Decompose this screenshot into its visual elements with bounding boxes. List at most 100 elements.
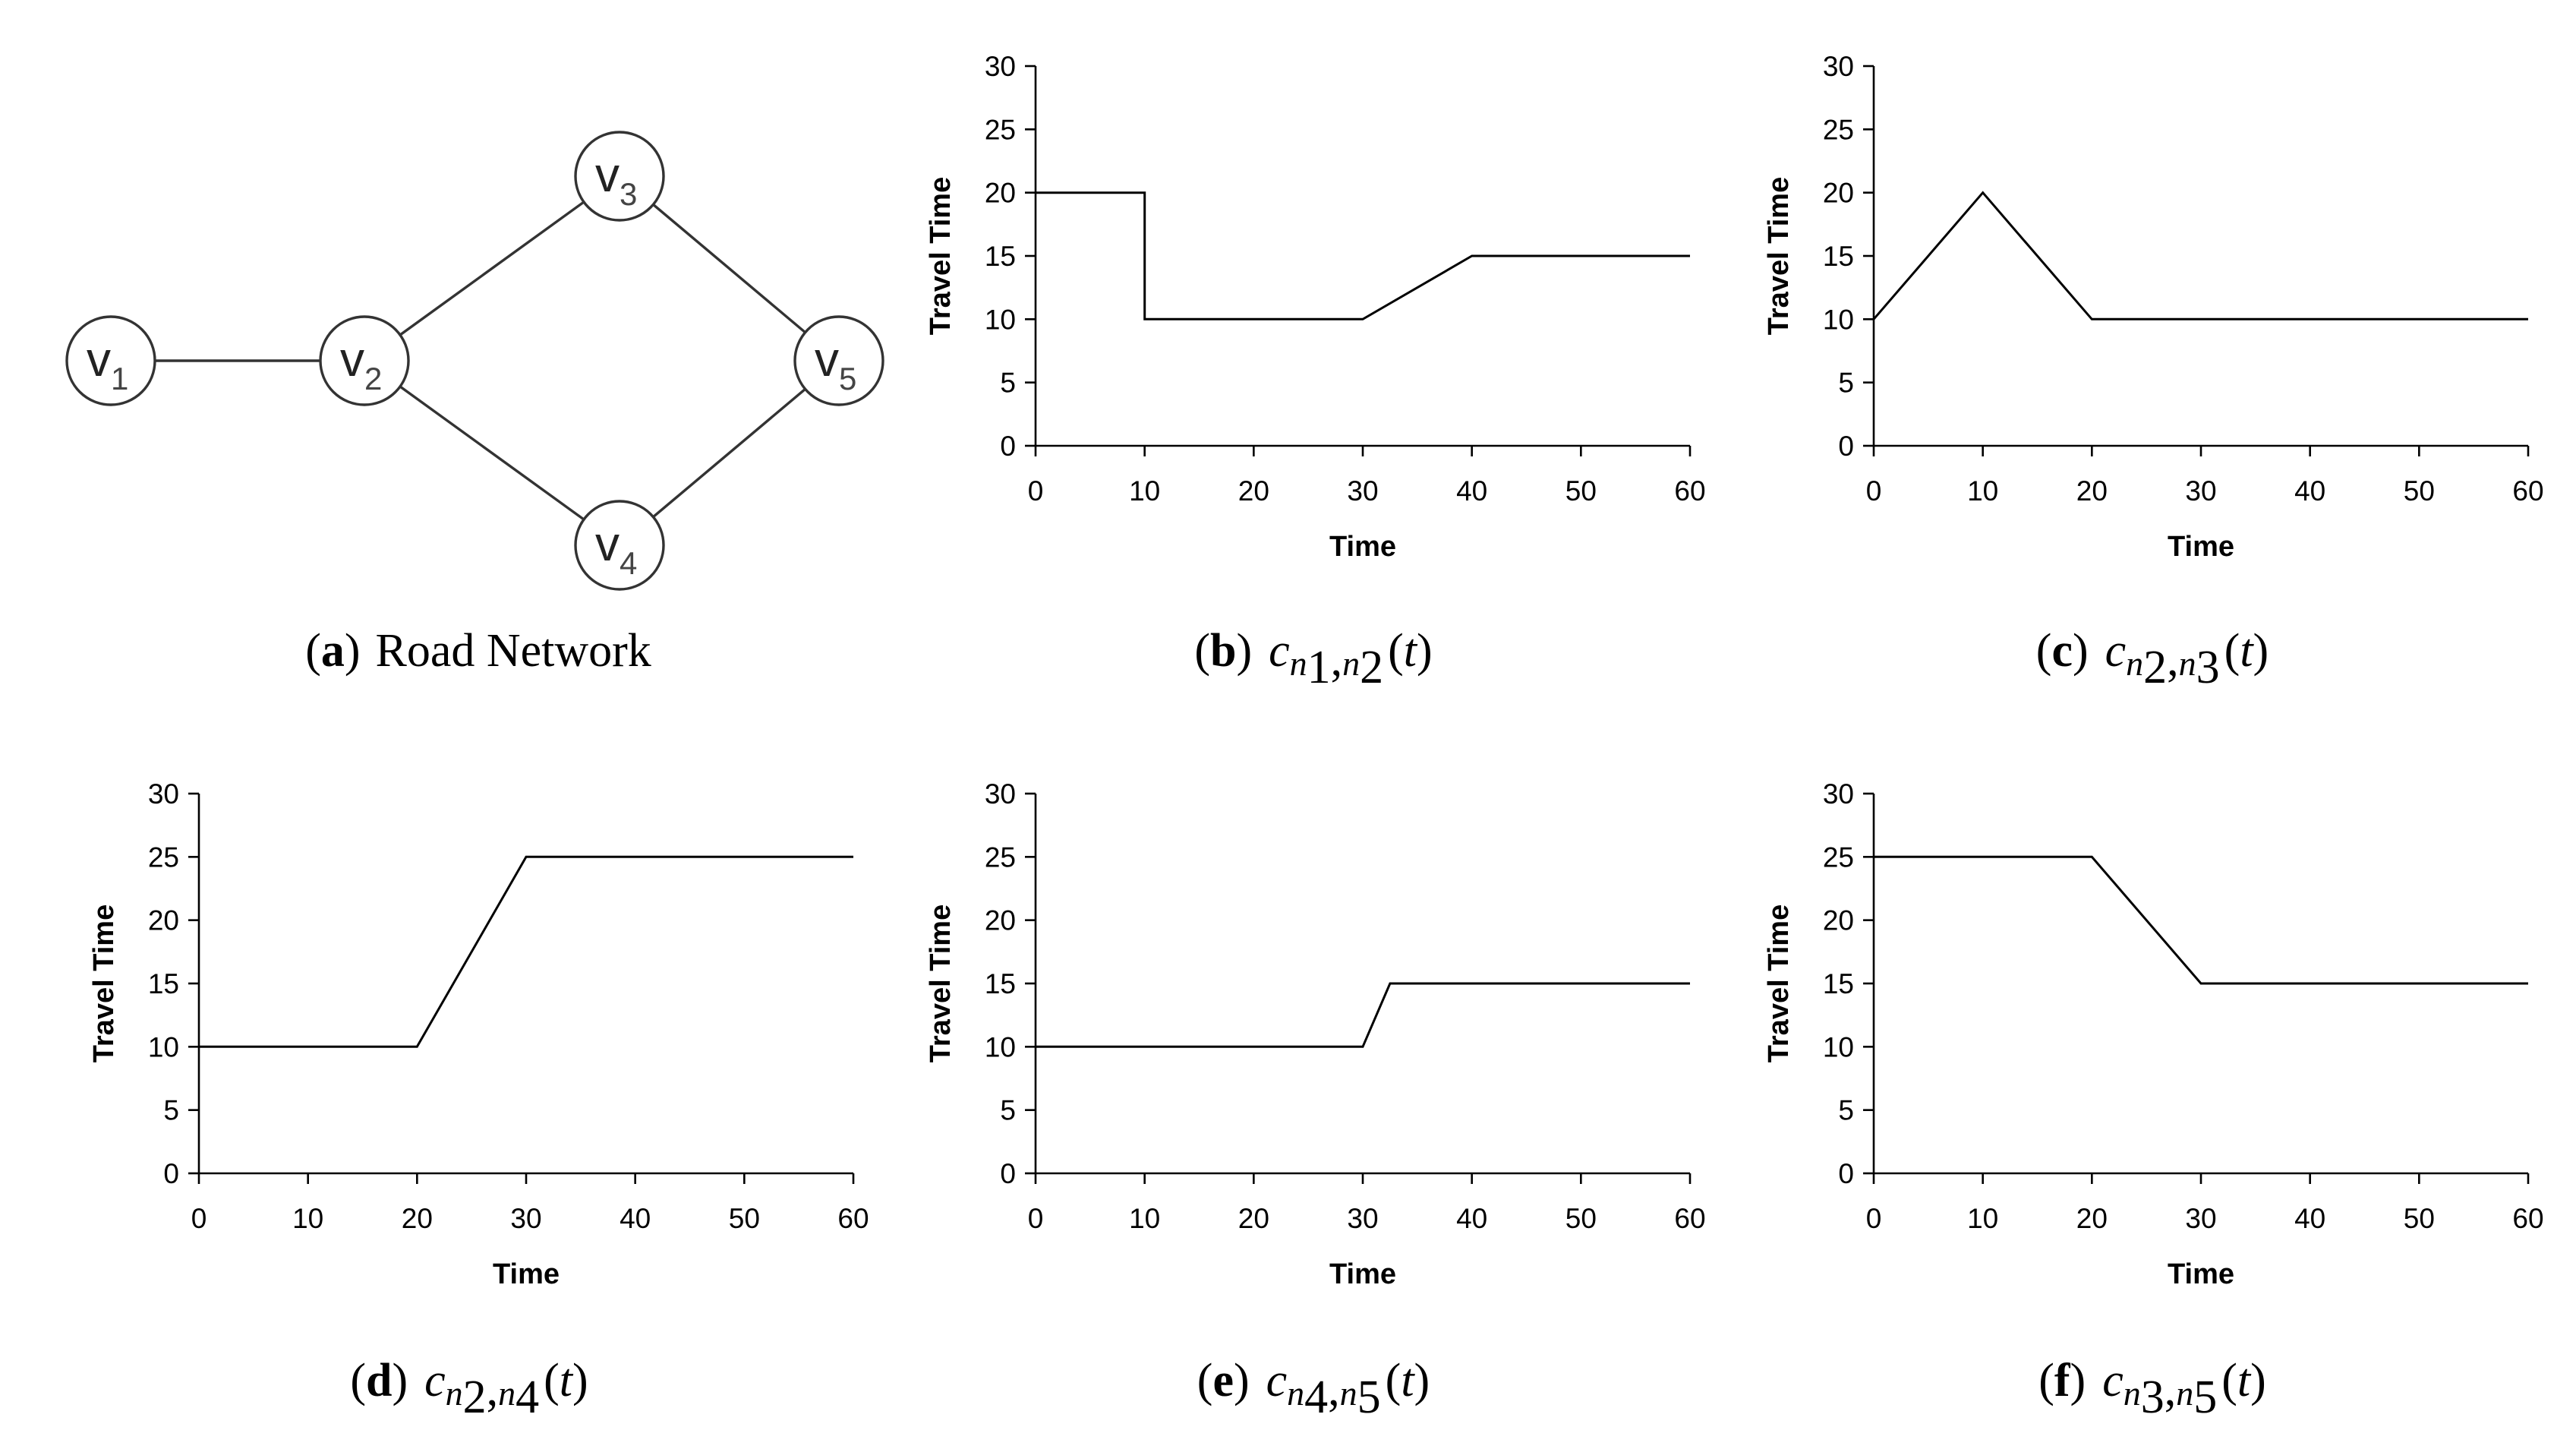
chart-d: 0 5 10 15 20 25 30 0 10 20 30 40 50 60 Time Travel Time bbox=[88, 778, 869, 1290]
y-tick-label: 20 bbox=[985, 178, 1016, 209]
y-tick-label: 10 bbox=[985, 1031, 1016, 1062]
caption-paren: ) bbox=[2250, 1355, 2266, 1406]
x-tick-label: 60 bbox=[837, 1203, 869, 1234]
caption-argument: t bbox=[1401, 1355, 1415, 1406]
y-tick-label: 25 bbox=[1823, 114, 1854, 145]
caption-function: c bbox=[1266, 1355, 1288, 1406]
chart-c: 0 5 10 15 20 25 30 0 10 20 30 40 50 60 Time Travel Time bbox=[1763, 51, 2544, 563]
caption-subsubscript: 4 bbox=[1304, 1372, 1328, 1423]
node-label: v4 bbox=[595, 516, 637, 581]
caption-comma: , bbox=[1331, 634, 1343, 686]
chart-e: 0 5 10 15 20 25 30 0 10 20 30 40 50 60 Time Travel Time bbox=[925, 778, 1706, 1290]
caption-function: c bbox=[2105, 625, 2127, 677]
caption-letter: d bbox=[366, 1355, 392, 1406]
x-tick-label: 40 bbox=[2294, 475, 2325, 507]
x-tick-label: 40 bbox=[2294, 1203, 2325, 1234]
caption-paren: ) bbox=[1414, 1355, 1430, 1406]
x-tick-label: 30 bbox=[2185, 1203, 2216, 1234]
panel-captions: (a) Road Network (b) cn1,n2(t) (c) cn2,n3(t)(… bbox=[305, 625, 2269, 1423]
caption-function: c bbox=[424, 1355, 446, 1406]
caption-argument: t bbox=[1404, 625, 1418, 677]
chart-f: 0 5 10 15 20 25 30 0 10 20 30 40 50 60 Time Travel Time bbox=[1763, 778, 2544, 1290]
travel-time-series-line bbox=[1874, 855, 2528, 985]
y-tick-label: 10 bbox=[148, 1031, 179, 1062]
caption-subsubscript: 1 bbox=[1307, 642, 1331, 693]
node-subscript: 4 bbox=[620, 545, 637, 581]
x-tick-label: 20 bbox=[402, 1203, 433, 1234]
x-tick-label: 30 bbox=[510, 1203, 541, 1234]
node-subscript: 2 bbox=[364, 361, 382, 396]
node-v3: v3 bbox=[574, 131, 665, 222]
caption-letter: f bbox=[2054, 1355, 2071, 1406]
caption-paren: ( bbox=[1388, 625, 1404, 677]
caption-paren: ) bbox=[2070, 1355, 2086, 1406]
y-tick-label: 5 bbox=[163, 1095, 179, 1126]
caption-paren: ) bbox=[2073, 625, 2089, 677]
caption-subsubscript: 4 bbox=[516, 1372, 539, 1423]
y-tick-label: 25 bbox=[985, 114, 1016, 145]
caption-subsubscript: 3 bbox=[2196, 642, 2220, 693]
y-tick-label: 20 bbox=[1823, 905, 1854, 936]
y-tick-label: 15 bbox=[148, 968, 179, 999]
caption-paren: ( bbox=[350, 1355, 366, 1406]
x-tick-label: 10 bbox=[1967, 475, 1998, 507]
x-tick-label: 60 bbox=[1674, 475, 1705, 507]
node-label: v2 bbox=[340, 332, 382, 396]
caption-paren: ) bbox=[1417, 625, 1433, 677]
x-tick-label: 20 bbox=[2076, 1203, 2108, 1234]
x-tick-label: 10 bbox=[1129, 475, 1160, 507]
y-tick-label: 20 bbox=[148, 905, 179, 936]
y-tick-label: 20 bbox=[1823, 178, 1854, 209]
caption-subscript: n bbox=[2126, 644, 2143, 683]
x-tick-label: 20 bbox=[2076, 475, 2108, 507]
node-circle bbox=[65, 315, 156, 406]
x-tick-label: 60 bbox=[1674, 1203, 1705, 1234]
node-label: v1 bbox=[87, 332, 128, 396]
y-axis-title: Travel Time bbox=[88, 904, 120, 1062]
x-tick-label: 50 bbox=[2404, 475, 2435, 507]
caption-subscript: n bbox=[1342, 644, 1360, 683]
y-tick-label: 30 bbox=[985, 51, 1016, 82]
y-tick-label: 10 bbox=[1823, 1031, 1854, 1062]
x-tick-label: 20 bbox=[1238, 1203, 1269, 1234]
x-tick-label: 0 bbox=[191, 1203, 207, 1234]
x-tick-label: 50 bbox=[1565, 1203, 1597, 1234]
x-tick-label: 30 bbox=[2185, 475, 2216, 507]
y-tick-label: 30 bbox=[1823, 51, 1854, 82]
caption-subsubscript: 5 bbox=[1357, 1372, 1381, 1423]
node-v2: v2 bbox=[319, 315, 410, 406]
node-letter: v bbox=[340, 332, 364, 387]
node-letter: v bbox=[595, 147, 620, 202]
node-letter: v bbox=[595, 516, 620, 571]
caption-paren: ) bbox=[1234, 1355, 1250, 1406]
caption-letter: b bbox=[1210, 625, 1236, 677]
caption-a: (a) Road Network bbox=[305, 625, 651, 677]
x-axis-title: Time bbox=[2168, 1258, 2234, 1290]
caption-comma: , bbox=[1328, 1364, 1340, 1416]
y-axis-title: Travel Time bbox=[925, 177, 957, 335]
edge-v2-v4 bbox=[364, 359, 620, 547]
y-tick-label: 0 bbox=[1838, 1158, 1854, 1189]
x-tick-label: 30 bbox=[1347, 1203, 1378, 1234]
y-axis-title: Travel Time bbox=[1763, 904, 1795, 1062]
node-letter: v bbox=[87, 332, 111, 387]
caption-comma: , bbox=[2167, 634, 2179, 686]
caption-b: (b) cn1,n2(t) bbox=[1194, 625, 1432, 693]
x-tick-label: 10 bbox=[1967, 1203, 1998, 1234]
x-tick-label: 50 bbox=[2404, 1203, 2435, 1234]
caption-paren: ) bbox=[1236, 625, 1252, 677]
caption-paren: ( bbox=[2221, 1355, 2237, 1406]
y-tick-label: 25 bbox=[1823, 841, 1854, 873]
caption-letter: e bbox=[1212, 1355, 1234, 1406]
node-subscript: 5 bbox=[839, 361, 856, 396]
caption-paren: ) bbox=[392, 1355, 408, 1406]
x-tick-label: 40 bbox=[1456, 1203, 1487, 1234]
x-tick-label: 40 bbox=[1456, 475, 1487, 507]
caption-comma: , bbox=[487, 1364, 499, 1416]
caption-e: (e) cn4,n5(t) bbox=[1197, 1355, 1430, 1423]
caption-subscript: n bbox=[1290, 644, 1307, 683]
x-tick-label: 60 bbox=[2512, 475, 2543, 507]
node-label: v3 bbox=[595, 147, 637, 212]
